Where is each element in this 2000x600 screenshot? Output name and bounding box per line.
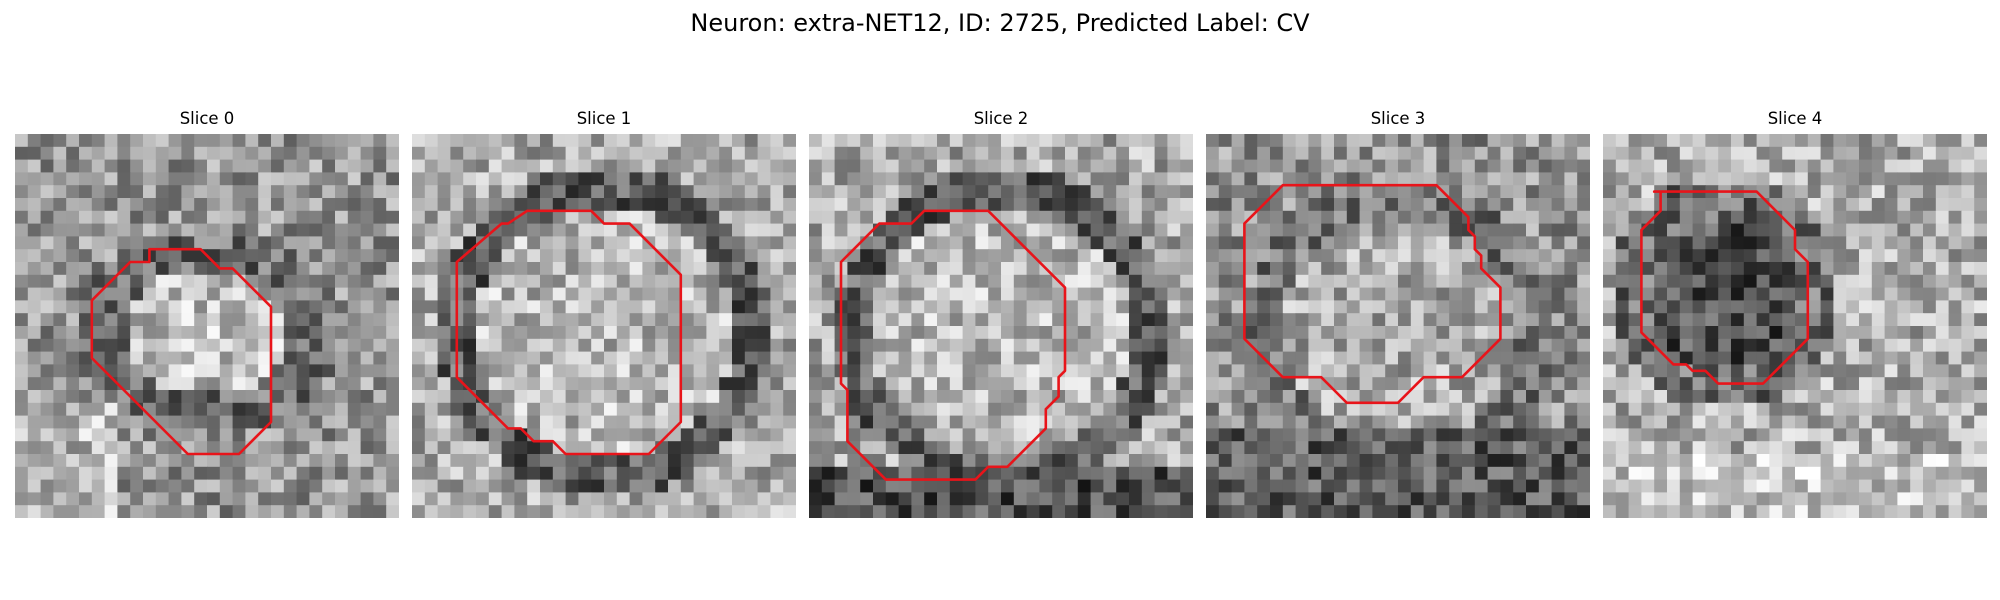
slice-title: Slice 4 xyxy=(1767,109,1823,128)
slice-panel-2: Slice 2 xyxy=(809,108,1193,518)
slice-image xyxy=(15,134,399,518)
slice-panel-1: Slice 1 xyxy=(412,108,796,518)
slice-title: Slice 2 xyxy=(973,109,1029,128)
slice-panel-4: Slice 4 xyxy=(1603,108,1987,518)
figure-title: Neuron: extra-NET12, ID: 2725, Predicted… xyxy=(690,9,1310,37)
slice-image xyxy=(1603,134,1987,518)
slice-image xyxy=(1206,134,1590,518)
segmentation-contour xyxy=(90,247,273,456)
segmentation-contour xyxy=(1640,190,1810,385)
slice-image xyxy=(809,134,1193,518)
slice-panel-0: Slice 0 xyxy=(15,108,399,518)
slice-title: Slice 0 xyxy=(179,109,235,128)
slice-image xyxy=(412,134,796,518)
segmentation-contour xyxy=(1243,183,1502,405)
slice-title: Slice 1 xyxy=(576,109,632,128)
slice-panel-3: Slice 3 xyxy=(1206,108,1590,518)
segmentation-contour xyxy=(839,209,1067,481)
segmentation-contour xyxy=(455,209,683,456)
slice-title: Slice 3 xyxy=(1370,109,1426,128)
